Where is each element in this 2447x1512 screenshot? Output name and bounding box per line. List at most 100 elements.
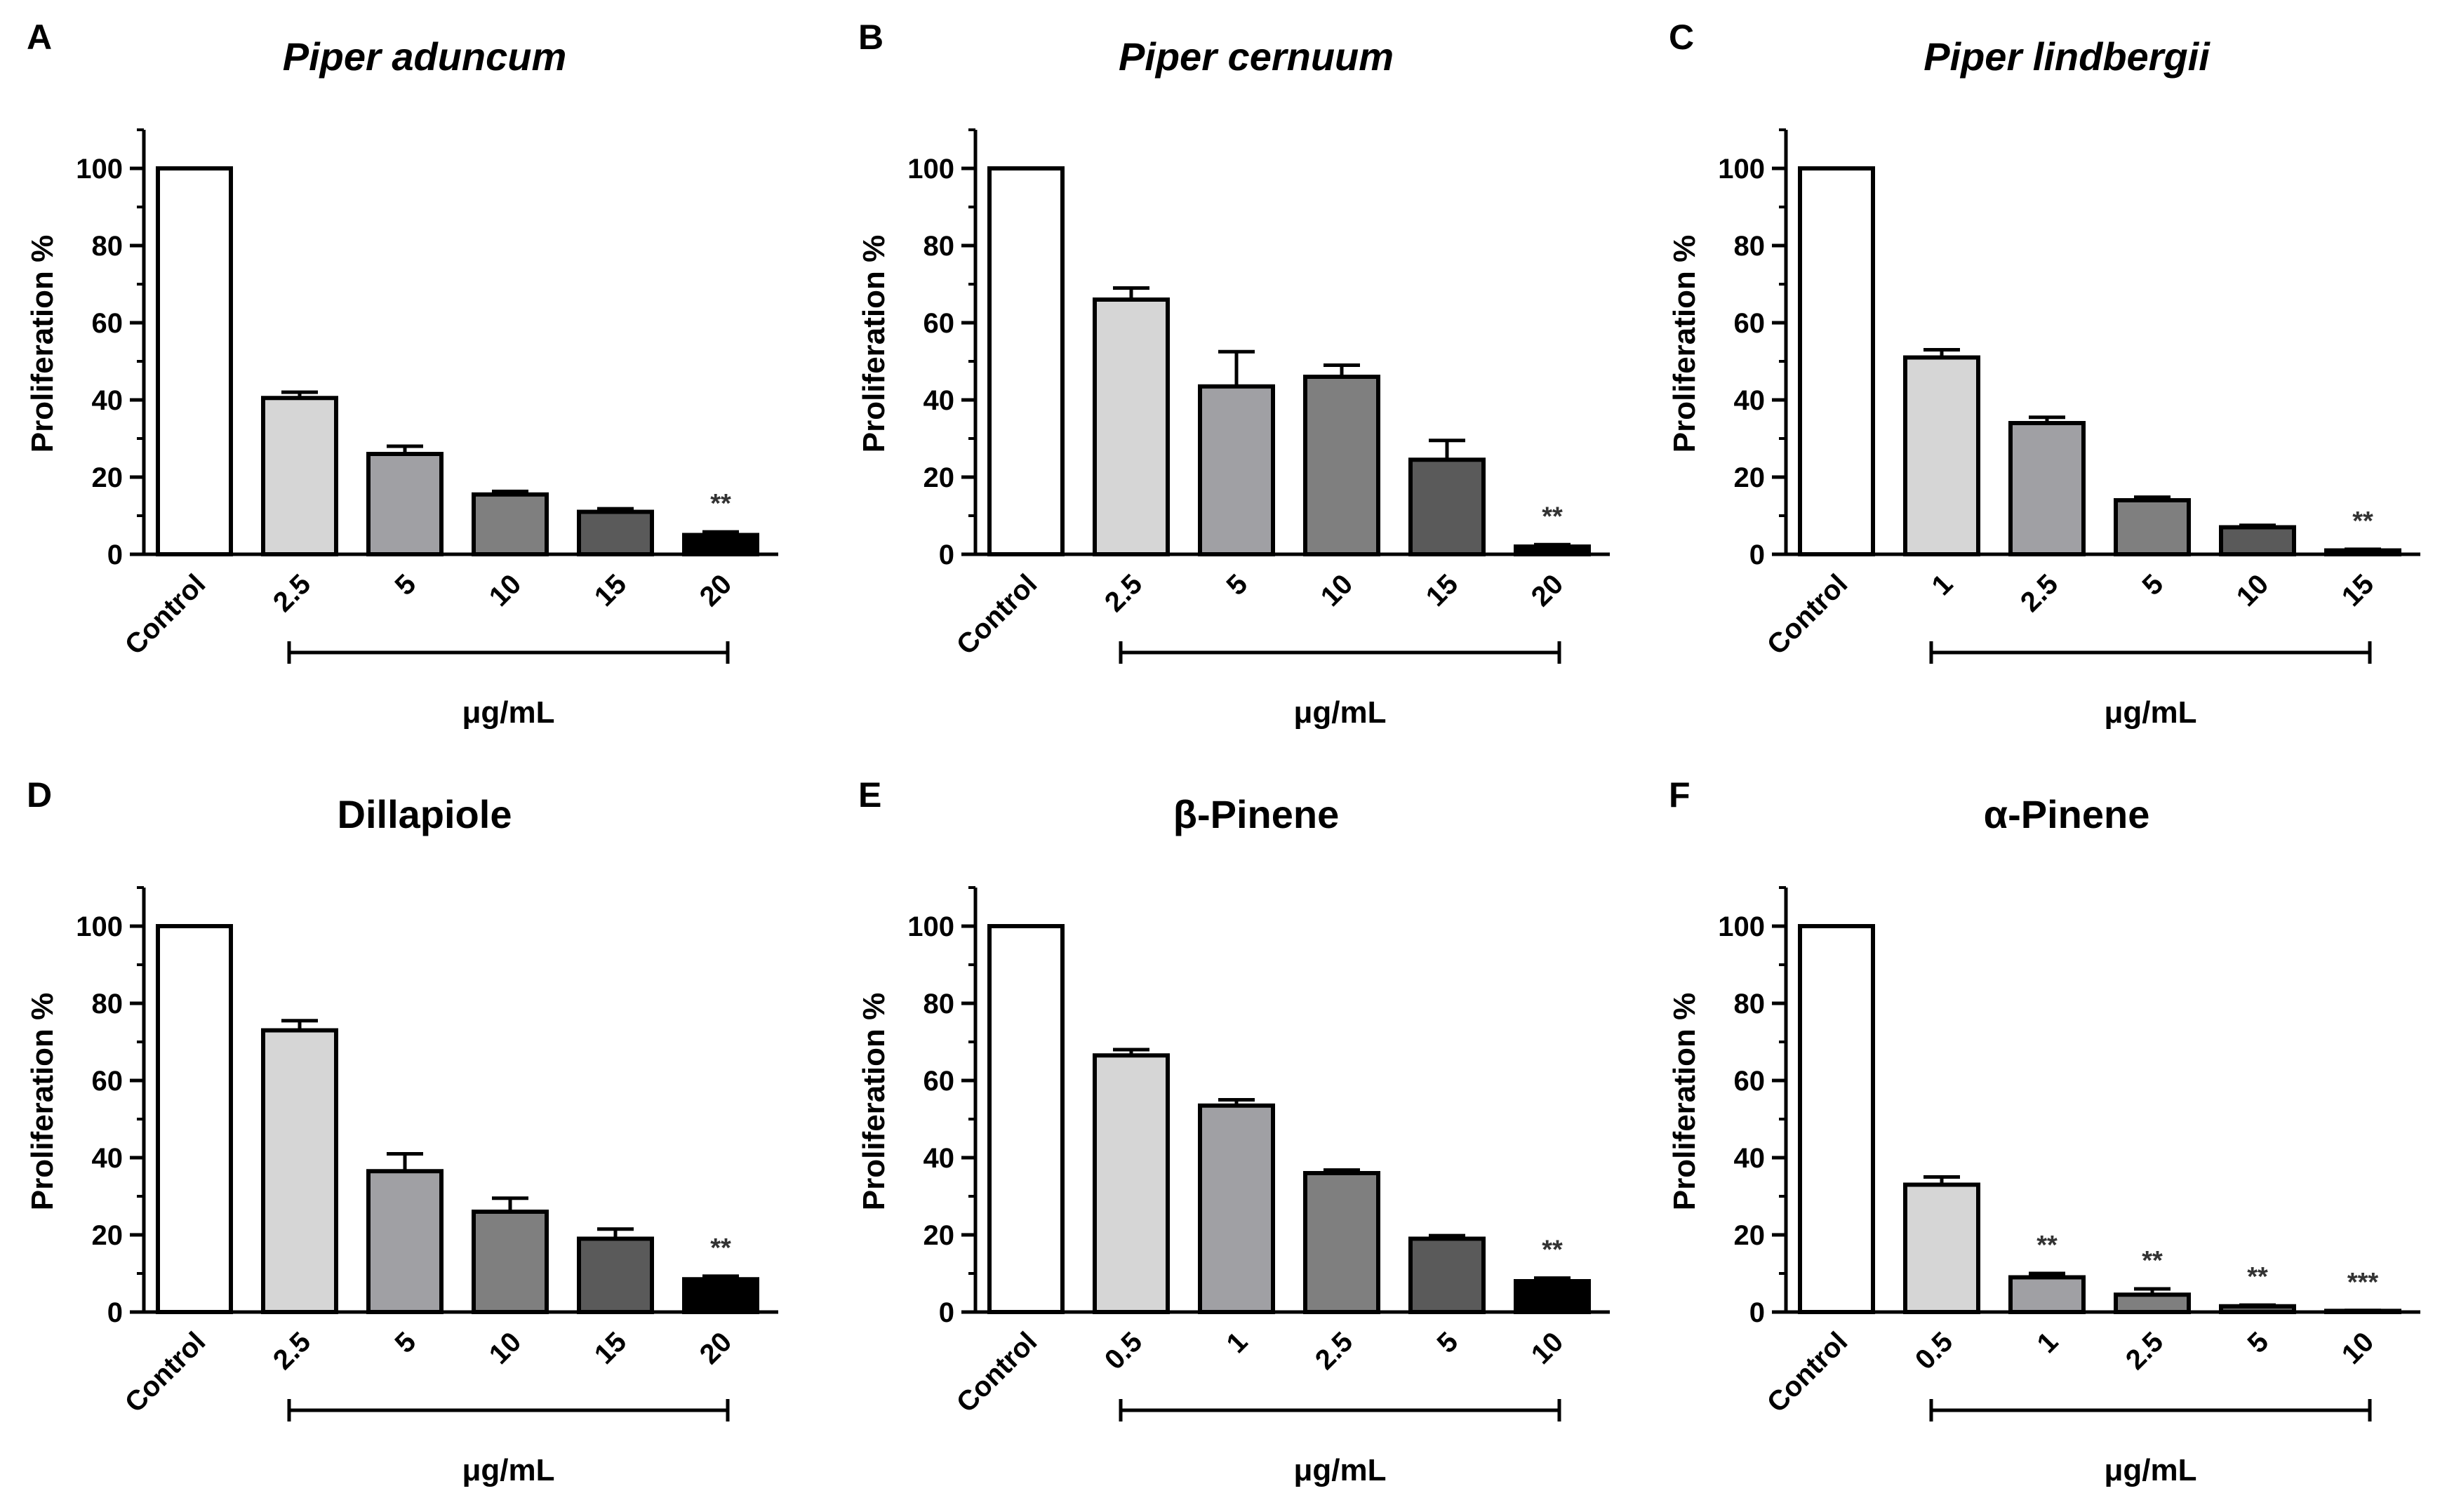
bar-2-5 [1093,297,1170,556]
y-tick-label: 80 [924,231,955,262]
bar-1 [2008,1275,2086,1314]
x-tick-label: 5 [389,1326,422,1359]
bar-15 [2324,548,2401,556]
y-tick-label: 40 [1734,1143,1766,1174]
y-axis-label: Proliferation % [25,235,60,453]
y-tick-label: 0 [1749,1297,1765,1328]
x-tick-label: 10 [484,568,528,613]
bar-1 [1198,1103,1275,1314]
panel-b: B Piper cernuum Proliferation % 0 20 40 60 80 10… [857,18,1610,730]
y-tick-label: 20 [92,462,124,493]
x-tick-label: 15 [2336,568,2380,613]
y-tick-label: 20 [92,1220,124,1251]
x-tick-label: 20 [694,568,738,613]
x-tick-label: 20 [1526,568,1570,613]
x-tick-label: Control [1761,568,1854,661]
panel-d: D Dillapiole Proliferation % 0 20 40 60 80 100 Co… [25,775,778,1487]
x-tick-label: 2.5 [267,1326,316,1375]
y-axis-label: Proliferation % [25,993,60,1211]
x-tick-label: 2.5 [2120,1326,2169,1375]
bar-20 [682,1277,759,1314]
panel-letter: E [858,775,881,815]
y-tick-label: 0 [107,540,123,570]
x-tick-label: 5 [2242,1326,2275,1359]
y-tick-label: 20 [924,1220,955,1251]
x-tick-label: 10 [1526,1326,1570,1370]
bar-20 [1514,544,1591,556]
significance-mark: ** [2247,1262,2268,1292]
panel-letter: F [1669,775,1691,815]
bar-0-5 [1093,1053,1170,1314]
x-axis-label: μg/mL [2104,695,2196,730]
bar-10 [1514,1279,1591,1314]
x-tick-label: 10 [484,1326,528,1370]
significance-mark: *** [2347,1268,2379,1297]
bar-control [156,924,233,1314]
x-tick-label: 0.5 [1909,1326,1959,1375]
x-tick-label: 10 [2336,1326,2380,1370]
x-axis-label: μg/mL [462,695,554,730]
bar-2-5 [1303,1171,1380,1314]
x-tick-label: 5 [389,568,422,601]
y-tick-label: 80 [92,231,124,262]
y-tick-label: 40 [1734,385,1766,416]
x-tick-label: 15 [589,1326,633,1370]
y-axis-label: Proliferation % [857,993,891,1211]
x-axis-label: μg/mL [462,1453,554,1487]
bar-1 [1903,355,1980,556]
y-tick-label: 80 [1734,231,1766,262]
panel-title: Piper aduncum [283,34,567,79]
x-tick-label: 2.5 [267,568,316,617]
panel-letter: A [27,18,52,57]
x-tick-label: Control [119,568,212,661]
x-tick-label: Control [119,1326,212,1419]
x-tick-label: 2.5 [1099,568,1148,617]
bar-10 [1303,375,1380,556]
bar-5 [1198,384,1275,556]
y-tick-label: 100 [907,154,954,185]
significance-mark: ** [710,1233,731,1263]
significance-mark: ** [2036,1231,2058,1260]
x-tick-label: 10 [1315,568,1359,613]
x-axis-label: μg/mL [2104,1453,2196,1487]
x-tick-label: 0.5 [1099,1326,1148,1375]
bar-2-5 [2008,421,2086,556]
bar-15 [577,1236,654,1314]
bar-15 [577,509,654,556]
y-axis-label: Proliferation % [857,235,891,453]
bar-20 [682,533,759,556]
x-tick-label: 5 [2137,568,2170,601]
panel-title: β-Pinene [1173,792,1339,836]
panel-title: α-Pinene [1984,792,2150,836]
y-tick-label: 0 [939,540,954,570]
bar-2-5 [261,1028,338,1314]
bar-10 [472,492,549,556]
bar-control [1798,924,1875,1314]
panel-c: C Piper lindbergii Proliferation % 0 20 40 60 8… [1667,18,2420,730]
y-tick-label: 0 [107,1297,123,1328]
x-tick-label: 1 [1221,1326,1254,1359]
panel-letter: C [1669,18,1694,57]
y-tick-label: 80 [92,989,124,1019]
bar-5 [1408,1236,1486,1314]
panel-letter: B [858,18,884,57]
bar-0-5 [1903,1182,1980,1314]
panel-letter: D [27,775,52,815]
y-axis-label: Proliferation % [1667,235,1702,453]
y-tick-label: 0 [939,1297,954,1328]
bar-control [1798,166,1875,556]
bar-5 [2219,1304,2296,1314]
y-tick-label: 60 [924,1066,955,1097]
bar-5 [2114,498,2191,556]
y-tick-label: 20 [1734,1220,1766,1251]
y-tick-label: 60 [92,308,124,339]
bar-2-5 [261,396,338,556]
y-tick-label: 20 [924,462,955,493]
y-tick-label: 100 [1718,911,1765,942]
y-tick-label: 60 [1734,1066,1766,1097]
y-tick-label: 100 [76,911,123,942]
y-tick-label: 40 [92,385,124,416]
